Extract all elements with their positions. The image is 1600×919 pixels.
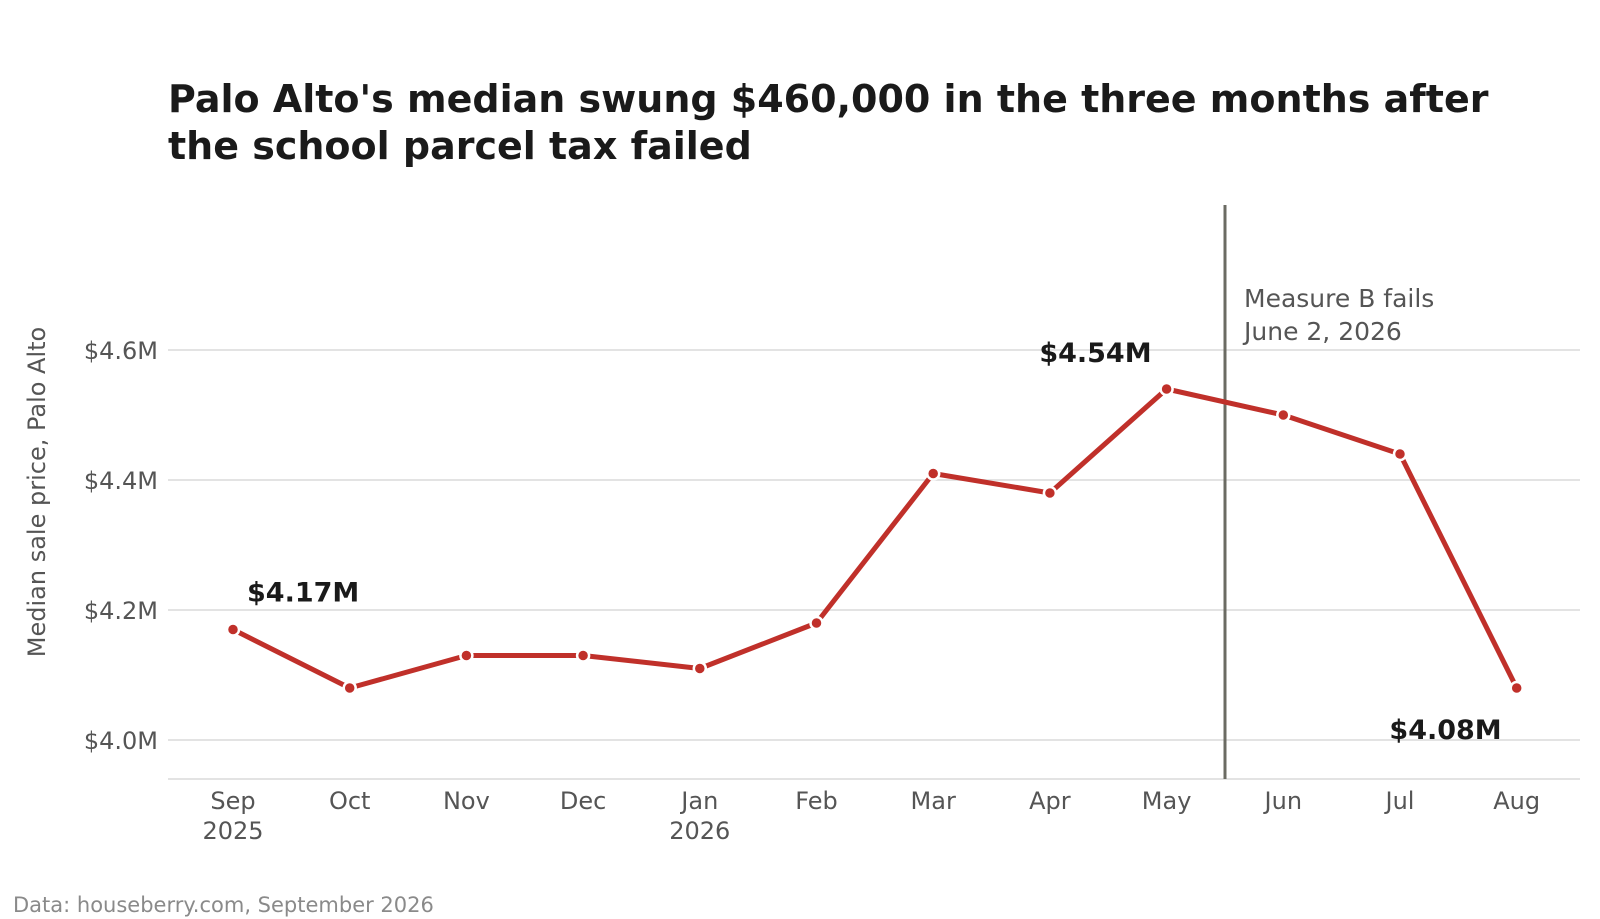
- data-point: [459, 648, 474, 663]
- data-label: $4.17M: [247, 578, 359, 609]
- data-point: [1509, 680, 1524, 696]
- y-tick-label: $4.6M: [84, 337, 158, 365]
- x-tick-label: Feb: [795, 787, 838, 815]
- x-axis: Sep 2025 Oct Nov Dec Jan 2026 Feb Mar Apr May Jun Ju…: [168, 778, 1580, 845]
- source-note: Data: houseberry.com, September 2026: [13, 893, 434, 917]
- data-point: [1159, 381, 1174, 397]
- event-label-line-2: June 2, 2026: [1242, 317, 1402, 346]
- data-point: [1392, 446, 1408, 462]
- x-tick-label: Dec: [560, 787, 606, 815]
- data-series: [225, 381, 1524, 696]
- data-labels: $4.17M $4.54M $4.08M: [247, 338, 1502, 746]
- data-point: [225, 622, 241, 637]
- x-tick-label: May: [1142, 787, 1192, 815]
- series-line: [230, 386, 1520, 691]
- data-point: [809, 615, 824, 631]
- event-marker: Measure B fails June 2, 2026: [1223, 205, 1434, 779]
- x-tick-label: Jan 2026: [669, 787, 730, 845]
- y-axis-title: Median sale price, Palo Alto: [23, 327, 51, 657]
- data-point: [575, 648, 591, 663]
- data-label: $4.54M: [1039, 338, 1151, 369]
- data-point: [925, 466, 941, 481]
- chart-title-line-2: the school parcel tax failed: [168, 124, 752, 168]
- y-axis: $4.0M $4.2M $4.4M $4.6M: [84, 337, 158, 755]
- chart-title: Palo Alto's median swung $460,000 in the…: [168, 76, 1588, 170]
- chart-title-line-1: Palo Alto's median swung $460,000 in the…: [168, 77, 1489, 121]
- x-tick-label: Sep 2025: [202, 787, 263, 845]
- x-tick-label: Nov: [443, 787, 490, 815]
- event-label-line-1: Measure B fails: [1244, 284, 1434, 313]
- x-tick-label: Jun: [1263, 787, 1303, 815]
- x-tick-label: Mar: [911, 787, 956, 815]
- y-tick-label: $4.0M: [84, 727, 158, 755]
- data-point: [1042, 485, 1058, 501]
- y-tick-label: $4.4M: [84, 467, 158, 495]
- x-tick-label: Apr: [1029, 787, 1071, 815]
- gridlines: [168, 349, 1580, 741]
- y-tick-label: $4.2M: [84, 597, 158, 625]
- x-tick-label: Aug: [1493, 787, 1540, 815]
- data-point: [1276, 407, 1291, 423]
- x-tick-label: Oct: [329, 787, 371, 815]
- data-point: [342, 680, 357, 696]
- data-label: $4.08M: [1389, 715, 1501, 746]
- data-point: [692, 661, 708, 676]
- x-tick-label: Jul: [1384, 787, 1415, 815]
